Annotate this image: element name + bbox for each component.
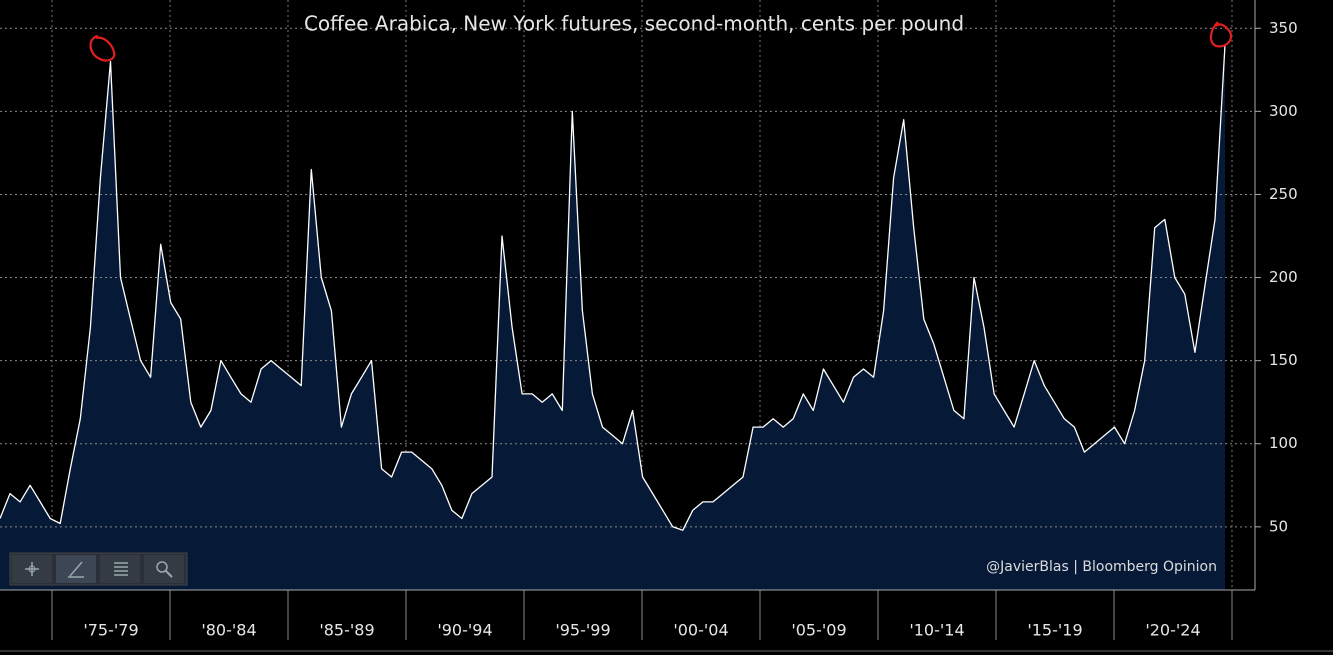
crosshair-icon (28, 565, 36, 573)
list-button[interactable] (100, 555, 140, 583)
plot-area (0, 0, 1255, 590)
x-tick-label: '85-'89 (319, 621, 374, 640)
x-tick-label: '10-'14 (909, 621, 964, 640)
x-tick-label: '15-'19 (1027, 621, 1082, 640)
x-tick-label: '20-'24 (1145, 621, 1200, 640)
annotation-circle (1209, 21, 1233, 48)
annotation-circle (89, 34, 116, 62)
y-tick-label: 100 (1269, 434, 1298, 452)
y-tick-label: 200 (1269, 268, 1298, 286)
y-tick-label: 250 (1269, 185, 1298, 203)
y-tick-label: 50 (1269, 517, 1288, 535)
chart-title: Coffee Arabica, New York futures, second… (304, 12, 964, 36)
price-line (0, 44, 1226, 531)
area-fill (0, 44, 1225, 590)
y-tick-label: 150 (1269, 351, 1298, 369)
draw-icon (68, 561, 84, 578)
credit: @JavierBlas | Bloomberg Opinion (986, 559, 1217, 575)
x-tick-label: '90-'94 (437, 621, 492, 640)
x-tick-label: '75-'79 (83, 621, 138, 640)
zoom-icon (156, 561, 168, 573)
x-tick-label: '00-'04 (673, 621, 728, 640)
y-tick-label: 300 (1269, 102, 1298, 120)
x-tick-label: '80-'84 (201, 621, 256, 640)
x-tick-label: '05-'09 (791, 621, 846, 640)
y-tick-label: 350 (1269, 19, 1298, 37)
crosshair-icon (25, 562, 39, 576)
zoom-icon (165, 570, 173, 578)
zoom-button[interactable] (144, 555, 184, 583)
x-tick-label: '95-'99 (555, 621, 610, 640)
toolbar (9, 552, 188, 586)
list-icon (114, 562, 128, 576)
